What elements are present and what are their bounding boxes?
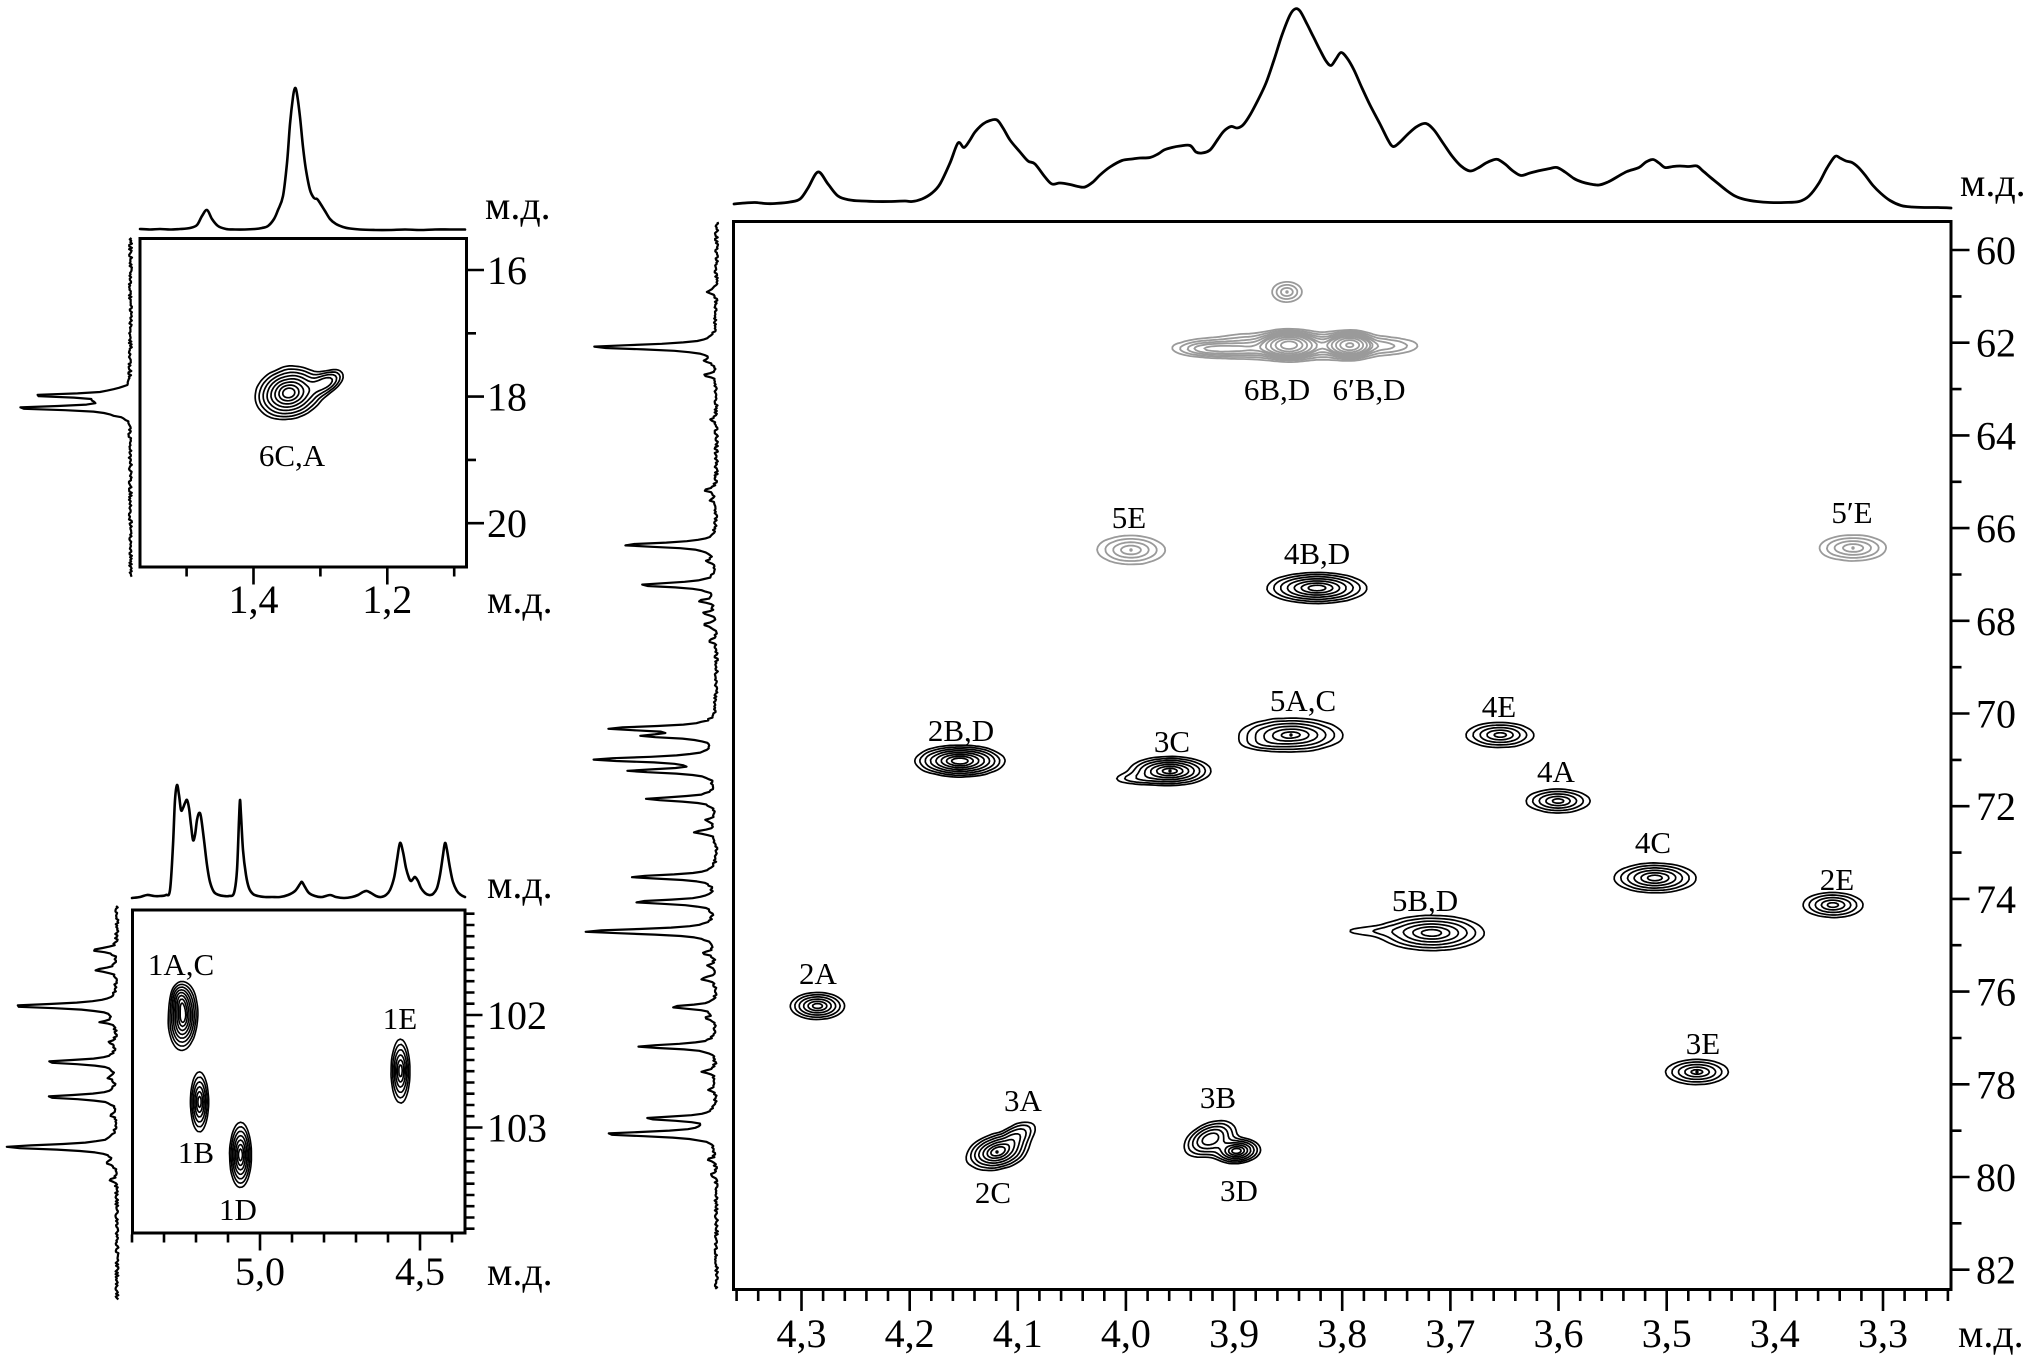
svg-text:3,7: 3,7 (1425, 1311, 1475, 1356)
svg-text:3,8: 3,8 (1317, 1311, 1367, 1356)
svg-text:5′E: 5′E (1831, 495, 1872, 530)
svg-text:4,0: 4,0 (1101, 1311, 1151, 1356)
svg-text:5B,D: 5B,D (1392, 883, 1458, 918)
svg-text:66: 66 (1976, 506, 2016, 551)
svg-text:5,0: 5,0 (235, 1249, 285, 1294)
svg-text:м.д.: м.д. (1960, 160, 2026, 205)
svg-text:76: 76 (1976, 970, 2016, 1015)
svg-text:60: 60 (1976, 228, 2016, 273)
svg-text:1B: 1B (178, 1135, 214, 1170)
svg-text:80: 80 (1976, 1155, 2016, 1200)
svg-text:3,6: 3,6 (1534, 1311, 1584, 1356)
svg-text:1,4: 1,4 (229, 577, 279, 622)
svg-text:4B,D: 4B,D (1284, 536, 1350, 571)
svg-text:6C,A: 6C,A (259, 438, 326, 473)
svg-text:62: 62 (1976, 321, 2016, 366)
svg-text:16: 16 (487, 248, 527, 293)
svg-text:5A,C: 5A,C (1270, 683, 1336, 718)
svg-text:6B,D: 6B,D (1244, 372, 1310, 407)
svg-text:2A: 2A (799, 956, 838, 991)
svg-text:3A: 3A (1004, 1083, 1043, 1118)
svg-text:2B,D: 2B,D (928, 713, 994, 748)
svg-text:70: 70 (1976, 692, 2016, 737)
svg-text:4A: 4A (1537, 754, 1576, 789)
svg-text:72: 72 (1976, 784, 2016, 829)
svg-text:1D: 1D (219, 1192, 257, 1227)
svg-text:5E: 5E (1112, 500, 1146, 535)
svg-text:4,1: 4,1 (993, 1311, 1043, 1356)
svg-text:1A,C: 1A,C (148, 947, 214, 982)
svg-text:4C: 4C (1635, 825, 1671, 860)
svg-text:78: 78 (1976, 1062, 2016, 1107)
svg-text:3,3: 3,3 (1858, 1311, 1908, 1356)
svg-text:103: 103 (487, 1106, 547, 1151)
svg-text:м.д.: м.д. (487, 862, 553, 907)
svg-text:м.д.: м.д. (1958, 1311, 2024, 1356)
svg-text:2E: 2E (1820, 862, 1854, 897)
svg-text:1,2: 1,2 (362, 577, 412, 622)
svg-text:м.д.: м.д. (487, 577, 553, 622)
svg-text:102: 102 (487, 993, 547, 1038)
svg-text:64: 64 (1976, 413, 2016, 458)
svg-text:20: 20 (487, 501, 527, 546)
svg-text:74: 74 (1976, 877, 2016, 922)
svg-text:4E: 4E (1482, 689, 1516, 724)
svg-text:18: 18 (487, 375, 527, 420)
svg-text:6′B,D: 6′B,D (1332, 372, 1405, 407)
svg-text:4,5: 4,5 (395, 1249, 445, 1294)
svg-text:3,9: 3,9 (1209, 1311, 1259, 1356)
svg-text:3,5: 3,5 (1642, 1311, 1692, 1356)
svg-text:4,3: 4,3 (777, 1311, 827, 1356)
svg-text:3,4: 3,4 (1750, 1311, 1800, 1356)
svg-text:3D: 3D (1220, 1173, 1258, 1208)
svg-text:2C: 2C (975, 1175, 1011, 1210)
svg-text:3B: 3B (1200, 1080, 1236, 1115)
svg-text:м.д.: м.д. (487, 1249, 553, 1294)
svg-text:4,2: 4,2 (885, 1311, 935, 1356)
svg-text:82: 82 (1976, 1248, 2016, 1293)
svg-text:3E: 3E (1686, 1026, 1720, 1061)
svg-text:3C: 3C (1154, 724, 1190, 759)
svg-text:м.д.: м.д. (485, 183, 551, 228)
svg-text:1E: 1E (383, 1001, 417, 1036)
svg-text:68: 68 (1976, 599, 2016, 644)
